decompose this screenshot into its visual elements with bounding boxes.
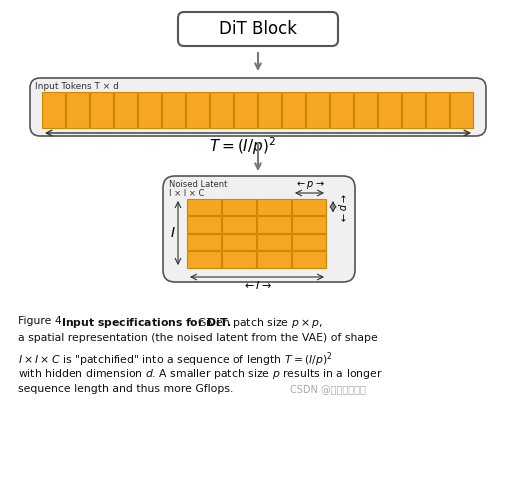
Bar [257,216,291,233]
Bar [450,92,473,128]
Text: I × I × C: I × I × C [169,189,204,198]
Bar [330,92,353,128]
Text: Input Tokens T × d: Input Tokens T × d [35,82,119,91]
Bar [282,92,305,128]
Bar [222,216,256,233]
Bar [138,92,161,128]
Bar [257,199,291,215]
FancyBboxPatch shape [178,12,338,46]
Text: $I \times I \times C$ is "patchified" into a sequence of length $T = (I/p)^2$: $I \times I \times C$ is "patchified" in… [18,350,333,369]
FancyBboxPatch shape [163,176,355,282]
Text: $\mathbf{Input\ specifications\ for\ DiT.}$: $\mathbf{Input\ specifications\ for\ DiT… [61,316,232,330]
Bar [378,92,401,128]
Bar [258,92,281,128]
Bar [234,92,257,128]
Bar [292,234,326,250]
Bar [114,92,137,128]
Bar [222,199,256,215]
Bar [187,234,221,250]
Bar [42,92,65,128]
Text: sequence length and thus more Gflops.: sequence length and thus more Gflops. [18,384,233,394]
Text: $\leftarrow p\rightarrow$: $\leftarrow p\rightarrow$ [295,179,325,191]
Bar [257,251,291,268]
Text: DiT Block: DiT Block [219,20,297,38]
Text: $\leftarrow I\rightarrow$: $\leftarrow I\rightarrow$ [242,279,272,291]
Bar [306,92,329,128]
Bar [187,251,221,268]
Text: $\leftarrow p\rightarrow$: $\leftarrow p\rightarrow$ [335,192,347,222]
Bar [187,216,221,233]
Bar [210,92,233,128]
Text: $T = (I/p)^2$: $T = (I/p)^2$ [209,135,277,157]
Bar [354,92,377,128]
Text: $I$: $I$ [170,226,176,240]
Text: Figure 4.: Figure 4. [18,316,72,326]
Bar [292,199,326,215]
Text: CSDN @奔跑的汉堡包: CSDN @奔跑的汉堡包 [290,384,366,394]
FancyBboxPatch shape [30,78,486,136]
Bar [66,92,89,128]
Bar [292,251,326,268]
Bar [402,92,425,128]
Bar [90,92,113,128]
Text: Noised Latent: Noised Latent [169,180,228,189]
Bar [187,199,221,215]
Text: a spatial representation (the noised latent from the VAE) of shape: a spatial representation (the noised lat… [18,333,378,343]
Bar [162,92,185,128]
Bar [222,234,256,250]
Bar [257,234,291,250]
Bar [426,92,449,128]
Bar [292,216,326,233]
Text: with hidden dimension $d$. A smaller patch size $p$ results in a longer: with hidden dimension $d$. A smaller pat… [18,367,383,381]
Bar [186,92,209,128]
Text: Given patch size $p \times p$,: Given patch size $p \times p$, [194,316,322,330]
Bar [222,251,256,268]
